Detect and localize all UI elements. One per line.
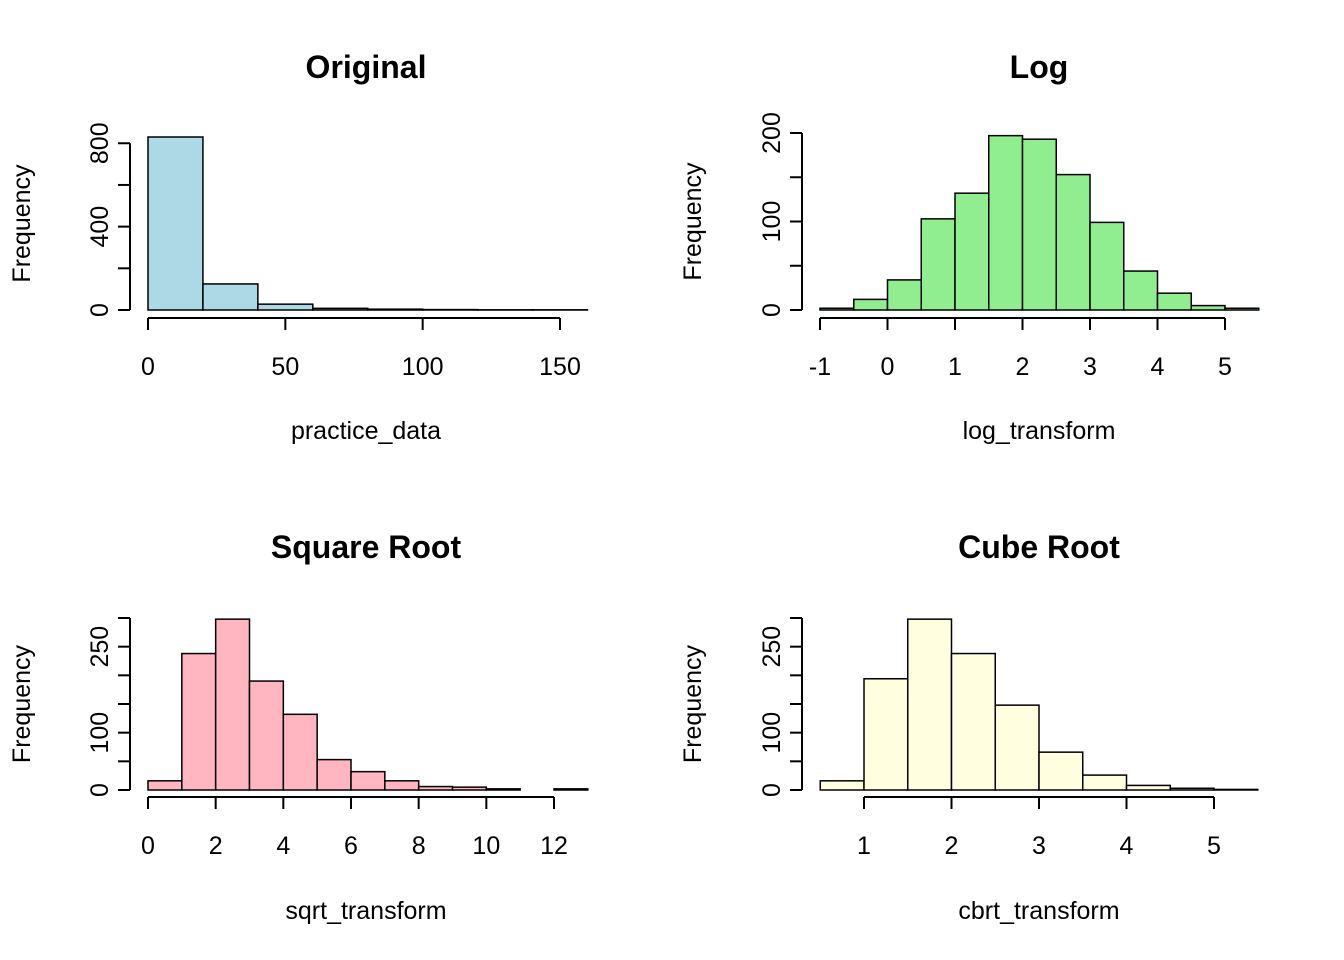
y-tick-label-square-root-1: 100 [86, 712, 114, 754]
bar-log-11 [1190, 304, 1226, 311]
x-axis-label-log: log_transform [963, 417, 1116, 445]
panel-log: -1 0 1 2 3 4 5 0 100 200 Log log_transform Frequency [679, 49, 1260, 445]
bar-square-root-7 [384, 780, 420, 791]
bar-original-0 [147, 136, 204, 311]
x-tick-label-original-0: 0 [141, 353, 155, 381]
x-tick-label-square-root-3: 6 [344, 832, 358, 860]
y-tick-label-original-2: 800 [86, 122, 114, 164]
bar-square-root-3 [248, 680, 285, 791]
bar-original-3 [312, 307, 369, 311]
x-axis-label-cube-root: cbrt_transform [958, 897, 1119, 925]
panel-original: 0 50 100 150 0 400 800 Original practice_data Fre… [8, 49, 589, 445]
bar-cube-root-3 [950, 652, 996, 791]
x-tick-label-original-1: 50 [271, 353, 299, 381]
x-tick-label-log-2: 1 [948, 353, 962, 381]
x-tick-label-cube-root-0: 1 [857, 832, 871, 860]
y-tick-label-square-root-2: 250 [86, 626, 114, 668]
bar-log-12 [1224, 307, 1260, 311]
x-tick-label-square-root-2: 4 [276, 832, 290, 860]
y-tick-label-cube-root-1: 100 [758, 712, 786, 754]
x-tick-label-log-6: 5 [1218, 353, 1232, 381]
y-tick-label-original-1: 400 [86, 206, 114, 248]
y-axis-label-cube-root: Frequency [679, 644, 707, 763]
x-tick-label-cube-root-1: 2 [945, 832, 959, 860]
bar-log-7 [1055, 173, 1091, 311]
bar-log-8 [1089, 221, 1125, 311]
y-tick-label-cube-root-0: 0 [758, 783, 786, 797]
x-tick-label-square-root-0: 0 [141, 832, 155, 860]
chart-title-log: Log [1010, 49, 1069, 85]
bar-square-root-5 [316, 758, 352, 791]
bar-cube-root-5 [1038, 751, 1084, 791]
bar-log-4 [954, 192, 990, 311]
x-tick-label-original-2: 100 [402, 353, 444, 381]
bar-log-3 [920, 218, 956, 311]
bar-cube-root-1 [863, 678, 909, 791]
x-axis-label-square-root: sqrt_transform [285, 897, 446, 925]
bar-square-root-6 [350, 770, 386, 791]
panel-cube-root: 1 2 3 4 5 0 100 250 Cube Root cbrt_transform Frequ… [679, 529, 1259, 925]
x-tick-label-log-0: -1 [809, 353, 831, 381]
x-axis-label-original: practice_data [291, 417, 441, 445]
bar-original-1 [202, 283, 259, 311]
bar-log-9 [1123, 270, 1159, 311]
y-axis-label-square-root: Frequency [8, 644, 36, 763]
panel-square-root: 0 2 4 6 8 10 12 0 100 250 Square Root sqrt_transfor… [8, 529, 589, 925]
y-tick-label-original-0: 0 [86, 303, 114, 317]
bar-square-root-10 [485, 788, 521, 791]
bar-square-root-2 [214, 618, 251, 791]
x-tick-label-original-3: 150 [539, 353, 581, 381]
x-tick-label-cube-root-4: 5 [1207, 832, 1221, 860]
x-tick-label-log-5: 4 [1151, 353, 1165, 381]
bar-log-2 [886, 279, 922, 311]
chart-title-square-root: Square Root [271, 529, 462, 565]
y-axis-label-original: Frequency [8, 164, 36, 283]
bar-original-2 [257, 303, 314, 311]
bar-square-root-4 [282, 713, 318, 791]
y-tick-label-log-2: 200 [758, 112, 786, 154]
x-tick-label-square-root-5: 10 [472, 832, 500, 860]
chart-title-original: Original [306, 49, 427, 85]
x-tick-label-log-3: 2 [1016, 353, 1030, 381]
bar-square-root-9 [451, 786, 488, 791]
bar-cube-root-2 [907, 618, 953, 791]
x-tick-label-square-root-4: 8 [412, 832, 426, 860]
bar-log-6 [1021, 138, 1057, 311]
bar-log-0 [819, 307, 855, 311]
bar-cube-root-0 [819, 780, 865, 791]
bar-cube-root-9 [1213, 788, 1259, 791]
bar-original-4 [366, 308, 424, 311]
chart-title-cube-root: Cube Root [958, 529, 1120, 565]
y-tick-label-log-0: 0 [758, 303, 786, 317]
bar-square-root-1 [181, 652, 217, 791]
bar-log-10 [1156, 292, 1192, 311]
x-tick-label-square-root-6: 12 [540, 832, 568, 860]
bar-cube-root-7 [1125, 784, 1171, 791]
bar-cube-root-8 [1169, 787, 1215, 791]
bar-log-5 [988, 134, 1024, 311]
y-axis-label-log: Frequency [679, 162, 707, 281]
x-tick-label-cube-root-3: 4 [1120, 832, 1134, 860]
x-tick-label-cube-root-2: 3 [1032, 832, 1046, 860]
y-tick-label-square-root-0: 0 [86, 783, 114, 797]
bar-square-root-0 [147, 780, 183, 791]
x-tick-label-square-root-1: 2 [209, 832, 223, 860]
y-tick-label-cube-root-2: 250 [758, 626, 786, 668]
x-tick-label-log-1: 0 [881, 353, 895, 381]
bar-cube-root-4 [994, 704, 1040, 791]
bar-square-root-12 [553, 788, 589, 791]
bar-square-root-8 [417, 785, 454, 791]
y-tick-label-log-1: 100 [758, 201, 786, 243]
bar-cube-root-6 [1082, 774, 1128, 791]
bar-log-1 [853, 298, 889, 311]
x-tick-label-log-4: 3 [1083, 353, 1097, 381]
